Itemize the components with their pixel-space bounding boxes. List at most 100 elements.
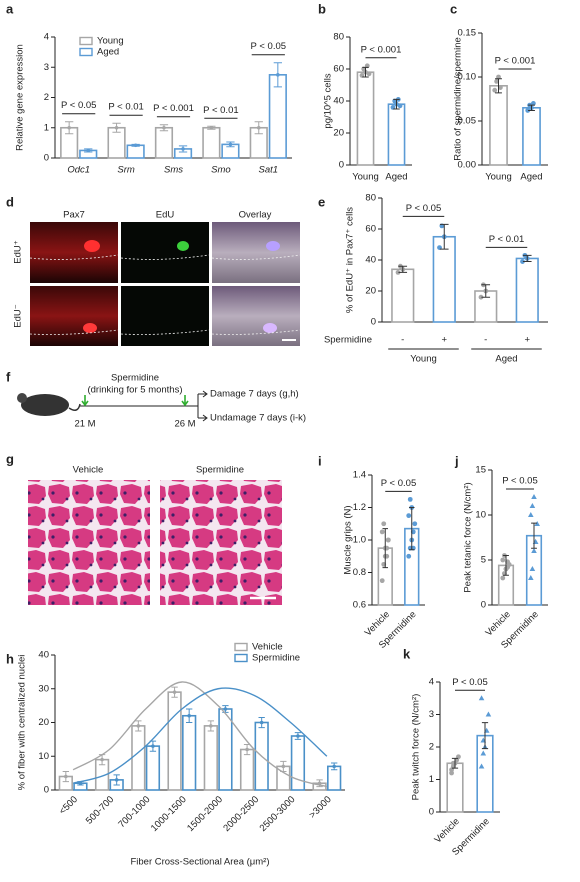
group-label: Young [410,354,437,365]
legend-swatch [234,642,248,652]
significance-label: P < 0.01 [489,234,524,245]
data-point [100,757,104,762]
y-tick-label: 0.05 [458,116,477,127]
error-bar [362,66,369,78]
data-point [478,695,485,701]
x-tick-label: Odc1 [67,165,90,176]
micrograph [212,222,300,283]
y-tick-label: 1.4 [353,470,366,481]
data-point [520,259,525,264]
column-label: EdU [156,210,175,221]
data-point [485,711,492,717]
x-tick-label: <500 [57,794,80,817]
data-point [478,763,485,769]
y-tick-label: 0 [429,807,434,818]
y-axis-label: Relative gene expression [15,44,26,151]
legend-label: Young [97,36,124,47]
treatment: Spermidine [111,373,159,384]
bar [489,85,508,166]
y-axis-label: % of EdU⁺ in Pax7⁺ cells [345,207,356,313]
duration: (drinking for 5 months) [87,385,182,396]
panel-letter: j [454,453,459,468]
data-point [478,294,484,300]
error-bar [439,223,449,250]
error-bar [531,522,537,549]
nucleus [83,323,97,333]
column-label: Spermidine [196,465,244,476]
panel-letter: b [318,1,326,16]
data-point [209,724,213,728]
y-tick-label: 2 [44,92,49,103]
y-tick-label: 60 [365,224,376,235]
data-point [397,103,403,109]
panel-letter: f [6,369,11,384]
fit-curve [72,687,328,784]
error-bar [451,757,459,769]
nucleus [263,323,277,333]
legend-label: Vehicle [252,642,283,653]
bar [131,725,146,791]
significance-label: P < 0.05 [251,41,286,52]
mouse-icon [21,394,69,416]
error-bar [495,78,502,94]
bar [218,708,233,791]
micrograph [30,286,118,346]
data-point [86,148,91,153]
x-tick-label: Srm [117,165,135,176]
significance-label: P < 0.05 [502,476,537,487]
data-point [412,521,418,527]
panel-letter: h [6,651,14,666]
panel-letter: k [403,646,411,661]
data-point [492,87,498,93]
bar [126,144,145,159]
panel-g: g Vehicle Spermidine [6,451,282,605]
error-bar [393,98,400,110]
y-tick-label: 0 [371,317,376,328]
data-point [407,496,413,502]
x-tick-label: 1500-2000 [185,794,225,834]
y-tick-label: 1.2 [353,502,366,513]
bar [515,257,539,323]
significance-label: P < 0.001 [361,44,402,55]
error-bar [408,507,415,551]
nucleus [266,241,280,251]
legend-label: Aged [97,47,119,58]
data-point [209,125,214,130]
y-tick-label: 4 [44,32,49,43]
nucleus [84,240,100,252]
data-point [332,764,336,769]
bar [203,725,218,791]
error-bar [398,265,408,273]
legend-swatch [79,47,93,57]
data-point [172,690,177,694]
significance-label: P < 0.01 [203,105,238,116]
y-tick-label: 60 [333,64,344,75]
treatment-label: Spermidine [324,335,372,346]
column-label: Vehicle [73,465,104,476]
y-tick-label: 1 [44,122,49,133]
panel-letter: e [318,194,325,209]
data-point [379,529,385,535]
data-point [228,142,233,147]
x-tick-label: Young [485,172,512,183]
y-tick-label: 20 [365,286,376,297]
x-tick-label: - [401,335,404,346]
y-tick-label: 0.6 [353,600,366,611]
y-tick-label: 0 [44,785,49,796]
x-tick-label: Sat1 [259,165,279,176]
arrow [181,395,189,407]
data-point [450,760,456,766]
y-axis-label: % of fiber with centralized nuclei [17,655,28,791]
error-bar [382,528,389,569]
data-point [281,764,286,769]
y-tick-label: 3 [44,62,49,73]
data-point [527,512,534,517]
y-tick-label: 0.10 [458,72,477,83]
data-point [529,503,536,508]
bar [239,748,255,791]
data-point [480,750,487,756]
data-point [256,125,261,130]
timepoint: 21 M [74,419,95,430]
bar [356,71,375,166]
